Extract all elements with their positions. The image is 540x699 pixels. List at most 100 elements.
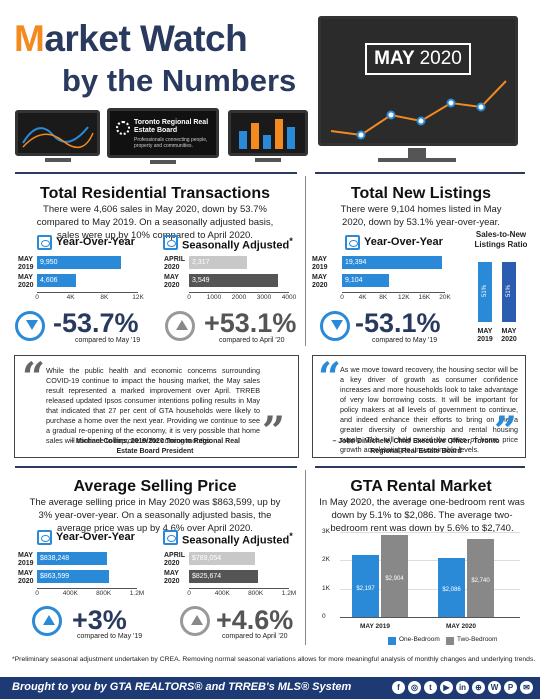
period-label: APRIL 2020 [164,256,185,271]
tick-label: 800K [96,590,112,597]
social-icon: W [488,681,501,694]
social-icon: f [392,681,405,694]
footer: Brought to you by GTA REALTORS® and TRRE… [0,677,540,699]
rental-bar-one: $2,197 [352,554,379,617]
y-tick: 1K [322,584,330,592]
social-icon: t [424,681,437,694]
transactions-sa-pct: +53.1% [204,308,297,338]
up-arrow-icon [180,606,210,636]
legend-one-swatch [388,637,396,645]
section-rule [315,466,525,468]
period-label: MAY 2020 [164,570,180,585]
section-rule [315,172,525,174]
period-label: MAY 2020 [18,274,34,289]
rental-bar-one: $2,086 [438,557,465,617]
listings-subtitle: There were 9,104 homes listed in May 202… [340,204,502,228]
price-sa-pct: +4.6% [216,605,294,635]
period-label: MAY 2020 [164,274,180,289]
y-tick: 3K [322,528,330,535]
price-sa-label: Seasonally Adjusted* [182,531,293,547]
period-label: MAY 2020 [312,274,328,289]
section-rule [15,172,297,174]
ratio-bar: 51% [502,262,516,322]
legend-two-label: Two-Bedroom [457,636,498,643]
chart-bar: $825,674 [189,570,258,583]
open-quote-icon: “ [22,354,46,401]
transactions-yoy-label: Year-Over-Year [56,236,135,248]
monitor-base [378,158,456,162]
grid-line [340,617,520,618]
comparison-label: compared to May '19 [75,337,141,344]
ratio-bar: 51% [478,262,492,322]
monitor-stand [408,148,426,160]
quote-left-text: While the public health and economic con… [46,366,260,445]
month-badge: MAY 2020 [365,43,471,75]
section-divider [305,470,306,645]
board-name: Toronto Regional Real Estate Board [134,119,209,134]
tick-label: 0 [35,590,39,597]
legend-two-swatch [446,637,454,645]
tick-label: 400K [214,590,230,597]
ratio-period: MAY 2020 [501,328,517,343]
axis-line [189,292,289,293]
chart-bar: $838,248 [37,552,107,565]
ratio-value: 51% [506,285,512,298]
ratio-value: 51% [482,285,488,298]
period-label: MAY 2020 [18,570,34,585]
rental-title: GTA Rental Market [350,478,492,495]
section-rule [15,466,297,468]
rental-bar-two: $2,904 [381,534,408,617]
tick-label: 800K [248,590,264,597]
chart-bar: 9,104 [342,274,389,287]
tick-label: 2000 [231,294,247,301]
down-arrow-icon [320,311,350,341]
tick-label: 4K [358,294,367,301]
tick-label: 1.2M [281,590,297,597]
price-title: Average Selling Price [73,478,237,495]
trend-line-graphic [330,80,507,140]
main-subtitle: by the Numbers [62,63,297,98]
chart-bar: 2,317 [189,256,247,269]
group-label: MAY 2020 [446,623,476,630]
transactions-subtitle: There were 4,606 sales in May 2020, down… [36,204,274,241]
monitor-right-small-base [255,158,281,162]
quote-right-attribution: – John DiMichele, Chief Executive Office… [332,438,500,455]
social-icon: P [504,681,517,694]
up-arrow-icon [32,606,62,636]
quote-right-text: As we move toward recovery, the housing … [340,365,518,454]
wave-graphic [22,126,94,149]
grid-line [340,532,520,533]
footnote: *Preliminary seasonal adjustment underta… [12,656,536,663]
up-arrow-icon [165,311,195,341]
legend-one-label: One-Bedroom [399,636,440,643]
tick-label: 20K [439,294,451,301]
chart-bar: $863,599 [37,570,109,583]
chart-bar: 19,394 [342,256,442,269]
calendar-icon [345,235,360,250]
down-arrow-icon [15,311,45,341]
monitor-right-small [228,110,308,156]
period-label: MAY 2019 [18,256,34,271]
comparison-label: compared to May '19 [372,337,438,344]
calendar-icon [163,235,178,250]
grid-line [340,588,520,590]
trreb-logo-icon [116,121,130,135]
group-label: MAY 2019 [360,623,390,630]
monitor-middle: Toronto Regional Real Estate Board Profe… [107,108,219,158]
chart-bar: $789,054 [189,552,255,565]
comparison-label: compared to April '20 [219,337,285,344]
tick-label: 0 [35,294,39,301]
tick-label: 12K [398,294,410,301]
monitor-large: MAY 2020 [318,16,518,146]
transactions-sa-label: Seasonally Adjusted* [182,236,293,252]
social-icon: ◎ [408,681,421,694]
tick-label: 1000 [206,294,222,301]
tick-label: 0 [187,590,191,597]
price-subtitle: The average selling price in May 2020 wa… [29,497,281,534]
main-title: Market Watch [14,18,248,59]
rental-bar-two: $2,740 [467,539,494,617]
tick-label: 8K [100,294,109,301]
tick-label: 16K [418,294,431,301]
quote-left-attribution: – Michael Collins, 2019/2020 Toronto Reg… [70,438,240,455]
footer-text: Brought to you by GTA REALTORS® and TRRE… [12,681,352,693]
